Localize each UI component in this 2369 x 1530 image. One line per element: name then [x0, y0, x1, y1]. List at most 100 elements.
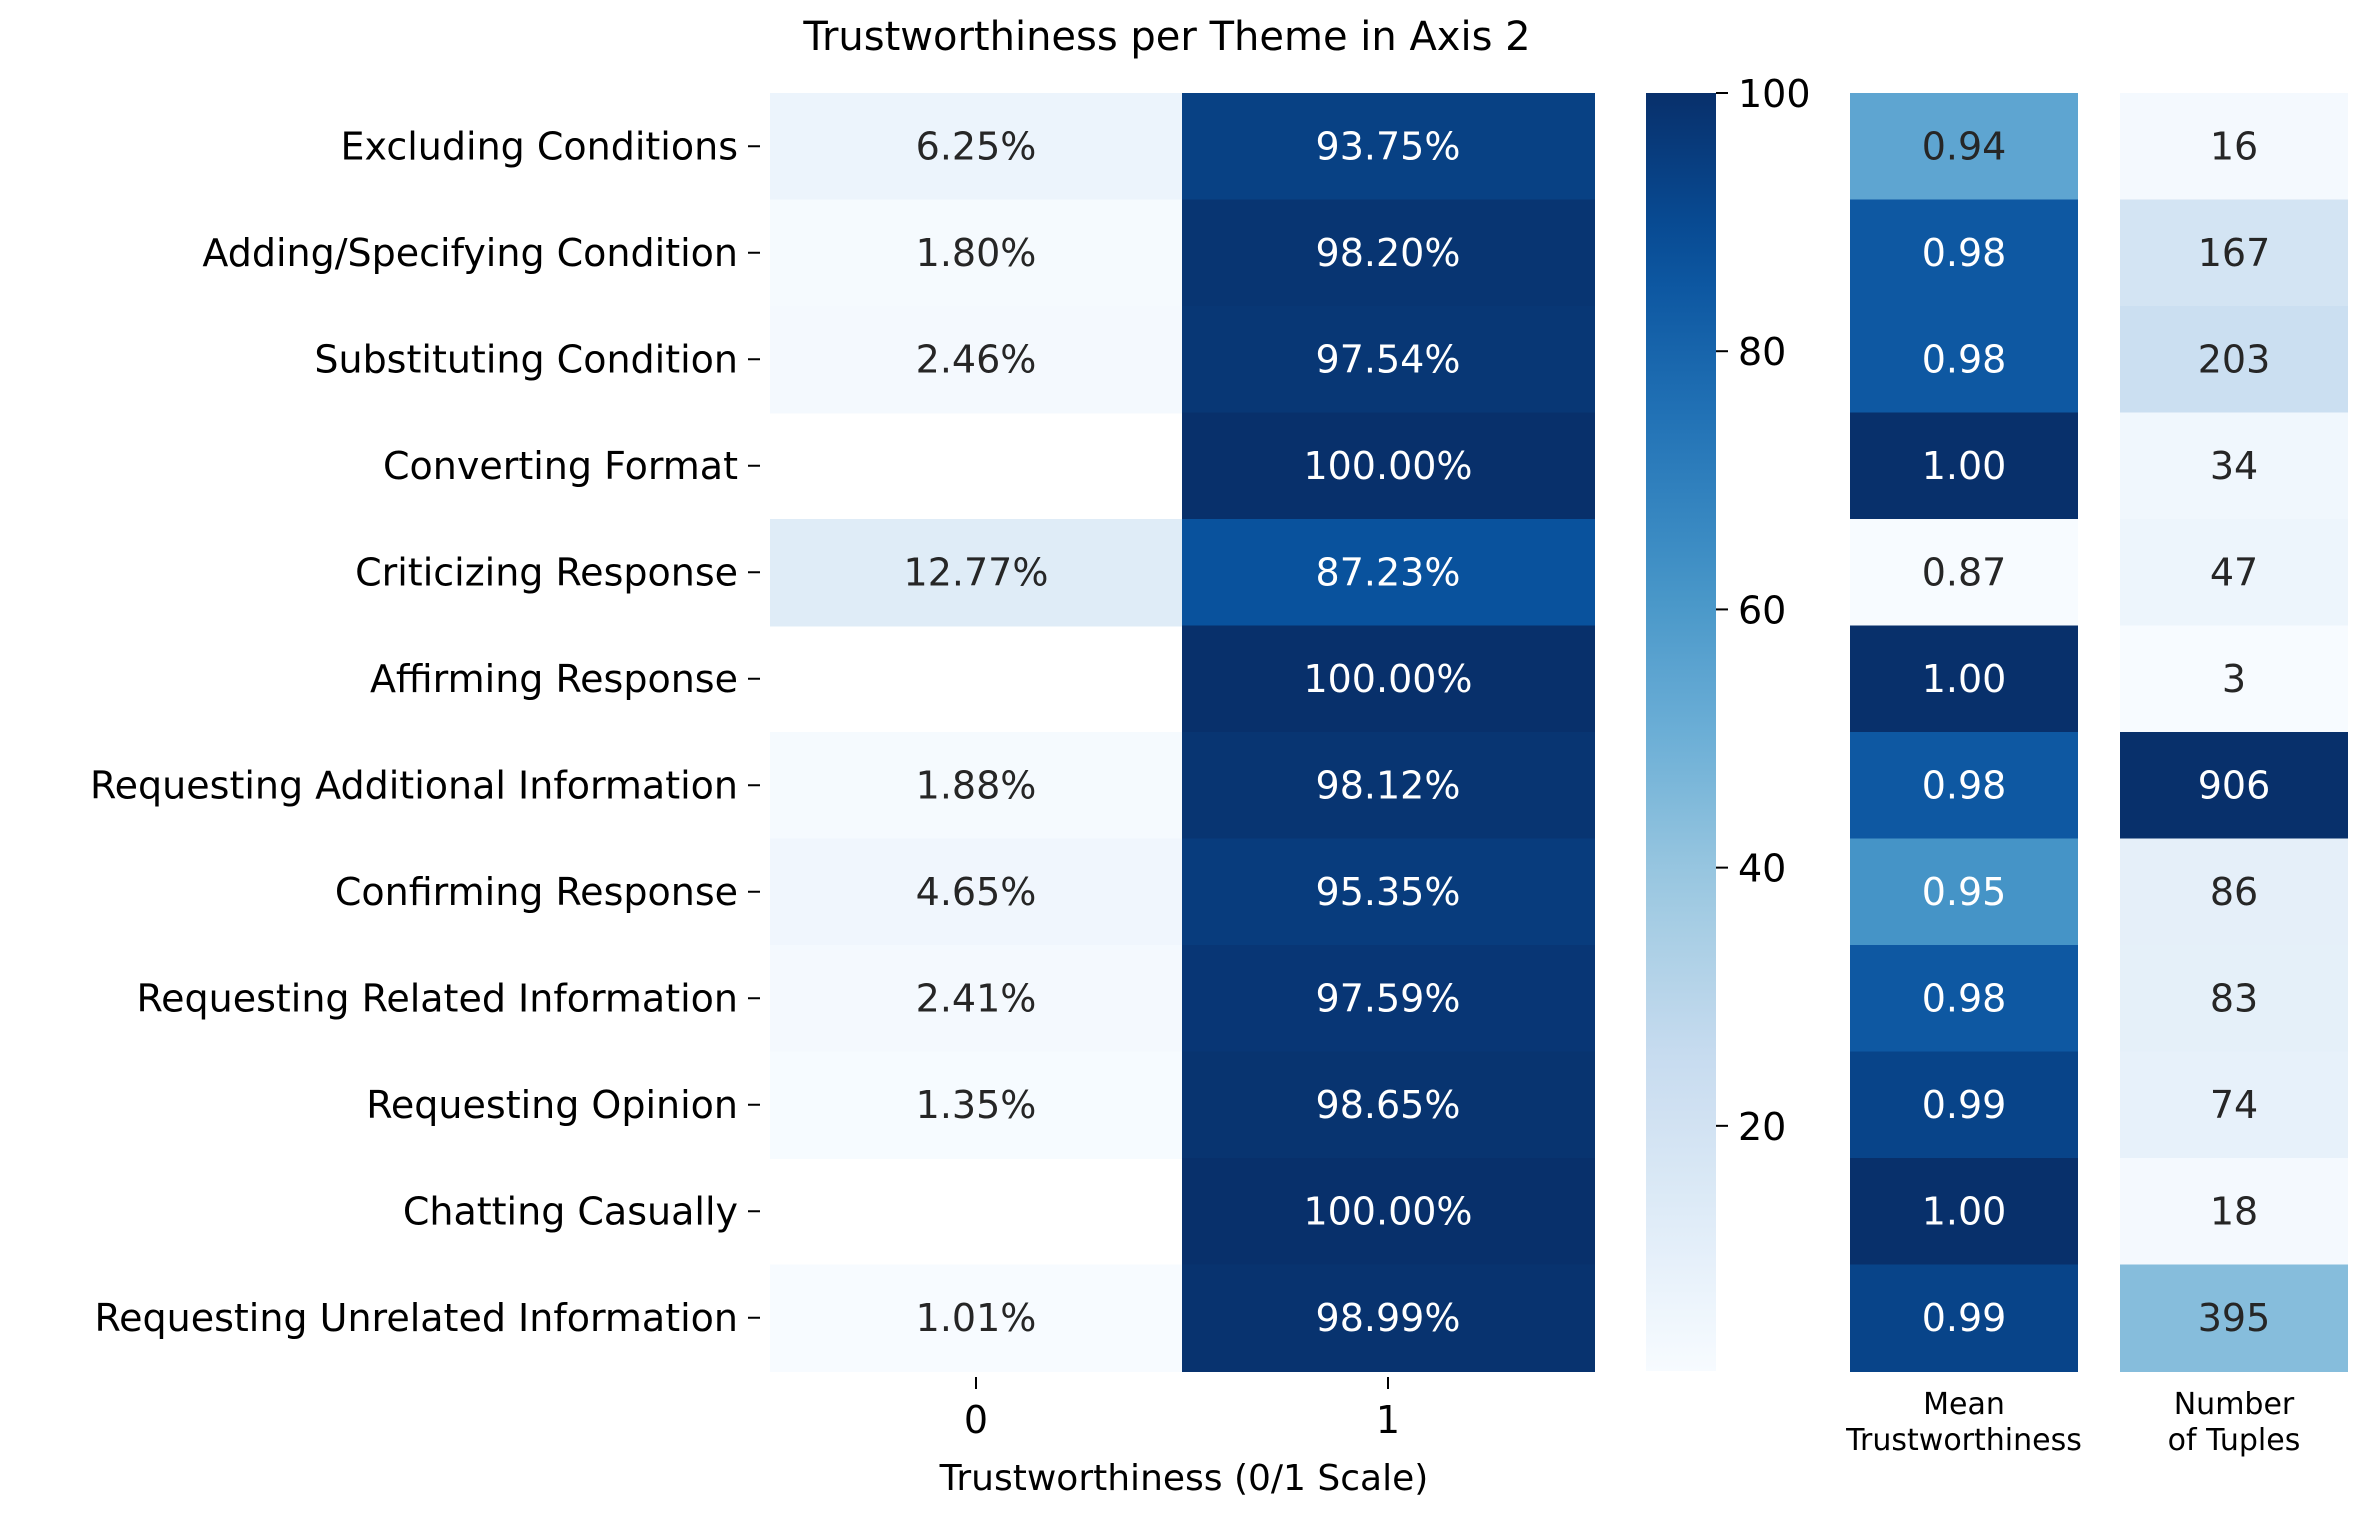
row-label: Requesting Opinion: [366, 1083, 738, 1127]
row-label: Adding/Specifying Condition: [202, 231, 738, 275]
side-cell-label: 0.95: [1922, 870, 2007, 914]
side-cell: [1850, 1051, 2078, 1159]
row-label: Excluding Conditions: [341, 124, 738, 168]
heatmap-cell: [1182, 199, 1595, 307]
heatmap-cell: [770, 1051, 1183, 1159]
row-label: Substituting Condition: [314, 337, 738, 381]
row-label: Criticizing Response: [355, 550, 738, 594]
heatmap-cell: [770, 519, 1183, 627]
cell-label: 95.35%: [1316, 870, 1461, 914]
cell-label: 100.00%: [1303, 657, 1472, 701]
heatmap-cell: [770, 93, 1183, 201]
side-cell-label: 0.98: [1922, 337, 2007, 381]
side-cell-label: 1.00: [1922, 444, 2007, 488]
cell-label: 12.77%: [904, 550, 1049, 594]
cell-label: 93.75%: [1316, 124, 1461, 168]
cell-label: 1.01%: [916, 1296, 1037, 1340]
heatmap-cell: [1182, 838, 1595, 946]
heatmap-cell: [1182, 945, 1595, 1053]
side-cell-label: 1.00: [1922, 1189, 2007, 1233]
cell-label: 98.12%: [1316, 763, 1461, 807]
cell-label: 97.54%: [1316, 337, 1461, 381]
row-label: Converting Format: [383, 444, 738, 488]
heatmap-cell: [770, 306, 1183, 414]
side-cell: [1850, 306, 2078, 414]
x-axis-label: Trustworthiness (0/1 Scale): [939, 1458, 1429, 1499]
side-cell-label: 74: [2210, 1083, 2258, 1127]
side-cell-label: 906: [2198, 763, 2271, 807]
side-cell: [1850, 732, 2078, 840]
cell-label: 98.99%: [1316, 1296, 1461, 1340]
side-cell-label: 0.98: [1922, 763, 2007, 807]
row-label: Requesting Unrelated Information: [94, 1296, 738, 1340]
side-cell-label: 203: [2198, 337, 2271, 381]
cell-label: 100.00%: [1303, 1189, 1472, 1233]
heatmap-cell: [1182, 625, 1595, 733]
side-cell-label: 0.99: [1922, 1296, 2007, 1340]
heatmap-cell: [770, 199, 1183, 307]
cell-label: 1.35%: [916, 1083, 1037, 1127]
heatmap-cell: [1182, 1051, 1595, 1159]
cell-label: 2.46%: [916, 337, 1037, 381]
heatmap-cell: [770, 1264, 1183, 1372]
side-cell-label: 16: [2210, 124, 2258, 168]
cell-label: 2.41%: [916, 976, 1037, 1020]
side-cell-label: 0.94: [1922, 124, 2007, 168]
chart-title: Trustworthiness per Theme in Axis 2: [802, 14, 1530, 60]
side-cell: [1850, 412, 2078, 520]
cell-label: 4.65%: [916, 870, 1037, 914]
side-cell: [1850, 1264, 2078, 1372]
row-label: Chatting Casually: [403, 1189, 738, 1233]
side-cell-label: 395: [2198, 1296, 2271, 1340]
side-cell: [2120, 519, 2348, 627]
side-column-label: of Tuples: [2168, 1423, 2301, 1458]
side-cell: [2120, 1158, 2348, 1266]
row-label: Requesting Additional Information: [90, 763, 738, 807]
row-labels: Excluding Conditions Adding/Specifying Co…: [90, 124, 760, 1340]
heatmap-cell: [1182, 93, 1595, 201]
x-tick-label: 0: [964, 1398, 988, 1442]
side-cell: [2120, 93, 2348, 201]
cell-label: 1.80%: [916, 231, 1037, 275]
colorbar-tick-label: 80: [1738, 330, 1786, 374]
heatmap-cell: [770, 732, 1183, 840]
colorbar-tick-label: 20: [1738, 1105, 1786, 1149]
row-label: Affirming Response: [370, 657, 738, 701]
side-cell-label: 0.98: [1922, 231, 2007, 275]
side-cell-label: 83: [2210, 976, 2258, 1020]
side-cell: [1850, 945, 2078, 1053]
cell-label: 1.88%: [916, 763, 1037, 807]
side-cell: [1850, 519, 2078, 627]
side-cell: [2120, 625, 2348, 733]
side-cell-label: 34: [2210, 444, 2258, 488]
side-cell-label: 167: [2198, 231, 2271, 275]
row-label: Requesting Related Information: [136, 976, 738, 1020]
heatmap-cell: [1182, 412, 1595, 520]
side-cell: [2120, 838, 2348, 946]
cell-label: 6.25%: [916, 124, 1037, 168]
cell-label: 100.00%: [1303, 444, 1472, 488]
colorbar: 20 40 60 80 100: [1646, 72, 1811, 1371]
heatmap-cell: [1182, 306, 1595, 414]
side-cell-label: 18: [2210, 1189, 2258, 1233]
cell-label: 98.20%: [1316, 231, 1461, 275]
side-cell-label: 0.87: [1922, 550, 2007, 594]
side-cell-label: 47: [2210, 550, 2258, 594]
side-cell-label: 0.99: [1922, 1083, 2007, 1127]
side-cell: [2120, 945, 2348, 1053]
heatmap-cell: [1182, 519, 1595, 627]
main-heatmap: 6.25% 93.75% 1.80% 98.20% 2.46% 97.54% 100.00%…: [770, 93, 1595, 1372]
side-column-label: Trustworthiness: [1845, 1423, 2082, 1458]
cell-label: 98.65%: [1316, 1083, 1461, 1127]
cell-label: 87.23%: [1316, 550, 1461, 594]
side-cell-label: 86: [2210, 870, 2258, 914]
heatmap-cell: [770, 838, 1183, 946]
side-cell: [1850, 199, 2078, 307]
x-tick-label: 1: [1376, 1398, 1400, 1442]
side-cell: [1850, 838, 2078, 946]
side-cell: [2120, 306, 2348, 414]
side-columns: 0.94 0.98 0.98 1.00 0.87 1.00 0.98 0.95 0.98 0.99…: [1845, 93, 2348, 1458]
side-cell: [2120, 1051, 2348, 1159]
